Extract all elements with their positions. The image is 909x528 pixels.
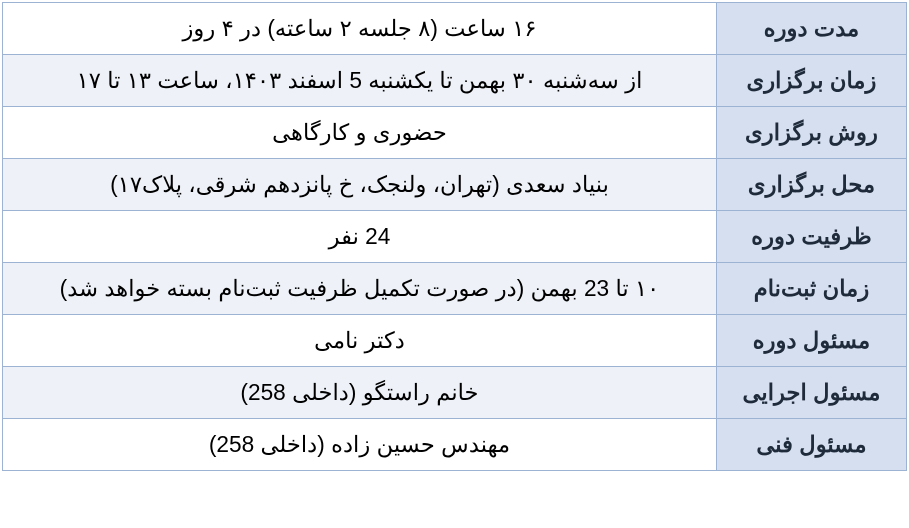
table-row: مسئول اجراییخانم راستگو (داخلی 258) [3, 367, 907, 419]
row-label: مسئول فنی [717, 419, 907, 471]
table-body: مدت دوره۱۶ ساعت (۸ جلسه ۲ ساعته) در ۴ رو… [3, 3, 907, 471]
row-value: 24 نفر [3, 211, 717, 263]
row-label: ظرفیت دوره [717, 211, 907, 263]
table-row: زمان ثبت‌نام۱۰ تا 23 بهمن (در صورت تکمیل… [3, 263, 907, 315]
row-label: روش برگزاری [717, 107, 907, 159]
table-row: مسئول فنیمهندس حسین زاده (داخلی 258) [3, 419, 907, 471]
row-label: مسئول دوره [717, 315, 907, 367]
row-value: دکتر نامی [3, 315, 717, 367]
row-value: مهندس حسین زاده (داخلی 258) [3, 419, 717, 471]
course-info-table: مدت دوره۱۶ ساعت (۸ جلسه ۲ ساعته) در ۴ رو… [2, 2, 907, 471]
row-label: مسئول اجرایی [717, 367, 907, 419]
row-value: خانم راستگو (داخلی 258) [3, 367, 717, 419]
table-row: محل برگزاریبنیاد سعدی (تهران، ولنجک، خ پ… [3, 159, 907, 211]
row-label: زمان برگزاری [717, 55, 907, 107]
row-value: از سه‌شنبه ۳۰ بهمن تا یکشنبه 5 اسفند ۱۴۰… [3, 55, 717, 107]
row-label: زمان ثبت‌نام [717, 263, 907, 315]
table-row: ظرفیت دوره24 نفر [3, 211, 907, 263]
table-row: مدت دوره۱۶ ساعت (۸ جلسه ۲ ساعته) در ۴ رو… [3, 3, 907, 55]
row-label: مدت دوره [717, 3, 907, 55]
row-label: محل برگزاری [717, 159, 907, 211]
table-row: مسئول دورهدکتر نامی [3, 315, 907, 367]
table-row: زمان برگزاریاز سه‌شنبه ۳۰ بهمن تا یکشنبه… [3, 55, 907, 107]
row-value: ۱۶ ساعت (۸ جلسه ۲ ساعته) در ۴ روز [3, 3, 717, 55]
table-row: روش برگزاریحضوری و کارگاهی [3, 107, 907, 159]
row-value: حضوری و کارگاهی [3, 107, 717, 159]
row-value: ۱۰ تا 23 بهمن (در صورت تکمیل ظرفیت ثبت‌ن… [3, 263, 717, 315]
row-value: بنیاد سعدی (تهران، ولنجک، خ پانزدهم شرقی… [3, 159, 717, 211]
